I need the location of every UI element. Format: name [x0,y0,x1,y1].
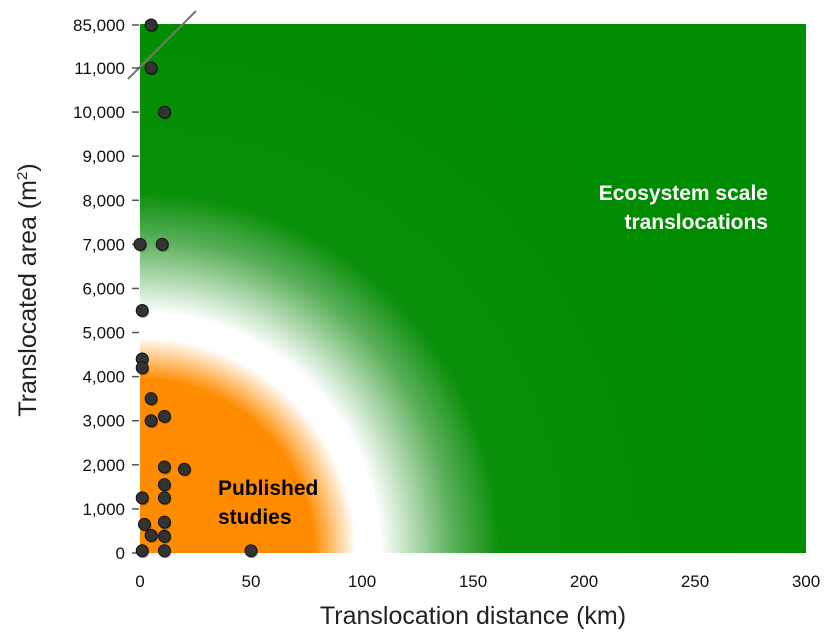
y-axis: 0 1,000 2,000 3,000 4,000 5,000 6,000 7,000 8,00… [73,16,139,563]
x-tick-label: 0 [135,572,144,591]
y-tick-label: 11,000 [74,59,125,78]
data-point [144,528,158,542]
y-tick-label: 2,000 [82,456,125,475]
x-tick-label: 250 [681,572,709,591]
data-point [135,544,149,558]
x-tick-label: 200 [570,572,598,591]
x-tick-label: 50 [242,572,261,591]
data-point [133,237,147,251]
data-point [177,462,191,476]
data-point [135,304,149,317]
y-axis-label-main: Translocated area (m [14,180,42,417]
y-tick-label: 7,000 [82,235,125,254]
data-point [157,515,171,529]
data-point [157,460,171,474]
y-axis-label: Translocated area (m2) [14,163,42,416]
y-tick-label: 0 [116,544,125,563]
data-point [157,544,171,558]
data-points [133,18,258,559]
data-point [144,392,158,406]
data-point [157,409,171,423]
data-point [144,414,158,428]
data-point [244,544,258,558]
y-axis-label-sup: 2 [14,172,31,180]
annotation-published-line2: studies [218,506,292,529]
data-point [135,361,149,375]
data-point [144,61,158,75]
data-point [135,491,149,505]
x-tick-label: 150 [459,572,487,591]
data-point [137,517,151,531]
y-tick-label: 9,000 [82,147,125,166]
y-tick-label: 5,000 [82,324,125,343]
y-axis-label-close: ) [14,163,42,171]
y-tick-label-break: 85,000 [73,16,125,35]
x-tick-label: 300 [792,572,820,591]
background-zones [140,24,806,553]
annotation-ecosystem-line1: Ecosystem scale [599,182,768,205]
y-tick-label: 1,000 [82,500,125,519]
annotation-published-line1: Published [218,477,318,500]
data-point [157,491,171,505]
y-tick-label: 10,000 [73,103,125,122]
x-axis-label: Translocation distance (km) [320,602,626,630]
y-tick-label: 4,000 [82,368,125,387]
x-tick-label: 100 [348,572,376,591]
data-point [155,237,169,251]
data-point [157,529,171,543]
data-point [144,18,158,32]
data-point [157,478,171,492]
annotation-ecosystem-line2: translocations [624,211,768,234]
data-point [157,105,171,119]
x-axis: 0 50 100 150 200 250 300 [135,572,820,591]
y-tick-label: 8,000 [82,191,125,210]
axis-break-line [127,10,197,80]
y-tick-label: 3,000 [82,412,125,431]
y-tick-label: 6,000 [82,279,125,298]
